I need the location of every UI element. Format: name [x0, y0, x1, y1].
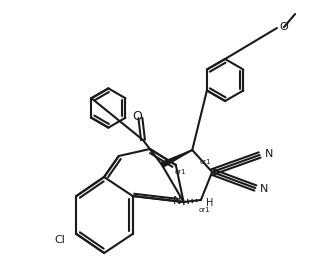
Text: or1: or1	[199, 207, 211, 213]
Text: Cl: Cl	[54, 235, 65, 245]
Text: N: N	[265, 150, 273, 159]
Text: O: O	[280, 22, 288, 32]
Text: or1: or1	[175, 169, 186, 175]
Text: or1: or1	[199, 159, 211, 165]
Text: H: H	[206, 198, 214, 208]
Polygon shape	[161, 150, 192, 167]
Text: N: N	[260, 184, 269, 193]
Text: O: O	[132, 110, 142, 123]
Text: N: N	[172, 196, 181, 206]
